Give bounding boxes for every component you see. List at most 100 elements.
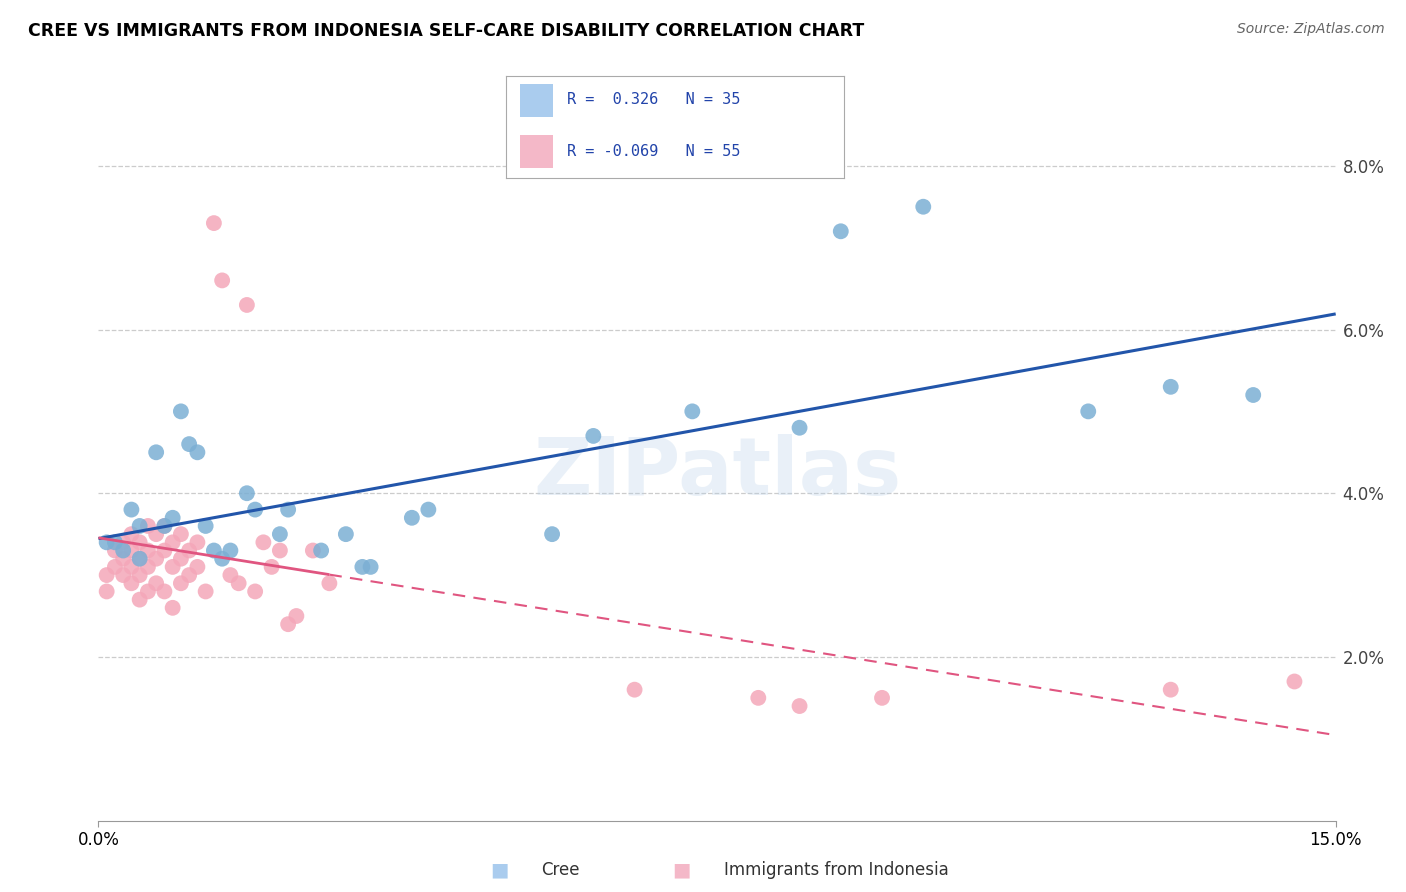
Point (170, 576, 193, 591)
Point (211, 551, 233, 566)
Point (1241, 388, 1264, 402)
Point (162, 510, 184, 524)
Point (153, 543, 176, 558)
Point (681, 404, 703, 418)
Point (243, 502, 266, 516)
Point (145, 576, 167, 591)
Point (96, 584, 118, 599)
Point (179, 437, 201, 451)
Point (136, 519, 159, 533)
Point (145, 527, 167, 541)
Point (202, 543, 225, 558)
Point (128, 535, 150, 549)
Point (136, 543, 159, 558)
Point (236, 486, 259, 500)
Point (128, 592, 150, 607)
Point (128, 551, 150, 566)
Point (623, 682, 645, 697)
Point (170, 527, 193, 541)
Point (145, 551, 167, 566)
Point (96, 568, 118, 582)
Point (830, 224, 852, 238)
Text: R =  0.326   N = 35: R = 0.326 N = 35 (567, 93, 741, 107)
Point (309, 543, 332, 558)
Point (870, 690, 893, 705)
Point (202, 216, 225, 230)
Point (582, 429, 605, 443)
Point (112, 535, 135, 549)
Point (186, 560, 208, 574)
Point (162, 560, 184, 574)
Point (136, 560, 159, 574)
Point (186, 535, 208, 549)
Bar (520, 84, 554, 117)
Point (360, 560, 382, 574)
Point (252, 535, 274, 549)
Point (153, 519, 176, 533)
Point (211, 273, 233, 287)
Point (120, 543, 142, 558)
Point (96, 535, 118, 549)
Bar (520, 136, 554, 168)
Point (352, 560, 374, 574)
Point (153, 519, 176, 533)
Point (269, 527, 291, 541)
Text: R = -0.069   N = 55: R = -0.069 N = 55 (567, 144, 741, 159)
Point (104, 560, 127, 574)
Point (128, 568, 150, 582)
Point (277, 617, 299, 632)
Point (112, 551, 135, 566)
Text: ■: ■ (489, 860, 509, 880)
Point (128, 551, 150, 566)
Point (1077, 404, 1099, 418)
Point (194, 584, 217, 599)
Text: Source: ZipAtlas.com: Source: ZipAtlas.com (1237, 22, 1385, 37)
Point (277, 502, 299, 516)
Point (112, 568, 135, 582)
Point (162, 600, 184, 615)
Point (335, 527, 357, 541)
Text: ■: ■ (672, 860, 692, 880)
Point (912, 200, 935, 214)
Text: Cree: Cree (541, 861, 579, 879)
Point (219, 568, 242, 582)
Point (236, 298, 259, 312)
Point (128, 519, 150, 533)
Point (170, 551, 193, 566)
Point (136, 584, 159, 599)
Point (401, 510, 423, 524)
Point (219, 543, 242, 558)
Point (153, 584, 176, 599)
Point (104, 543, 127, 558)
Point (789, 421, 811, 435)
Point (120, 502, 142, 516)
Point (789, 699, 811, 714)
Point (120, 560, 142, 574)
Point (228, 576, 250, 591)
Point (1284, 674, 1306, 689)
Point (318, 576, 340, 591)
Point (120, 527, 142, 541)
Text: CREE VS IMMIGRANTS FROM INDONESIA SELF-CARE DISABILITY CORRELATION CHART: CREE VS IMMIGRANTS FROM INDONESIA SELF-C… (28, 22, 865, 40)
Point (747, 690, 769, 705)
Point (194, 519, 217, 533)
Point (104, 535, 127, 549)
Point (302, 543, 325, 558)
Point (162, 535, 184, 549)
Point (170, 404, 193, 418)
Point (285, 609, 308, 624)
Point (179, 543, 201, 558)
Point (186, 445, 208, 459)
Point (260, 560, 283, 574)
Point (541, 527, 564, 541)
Point (1160, 682, 1182, 697)
Point (120, 576, 142, 591)
Point (243, 584, 266, 599)
Point (179, 568, 201, 582)
Point (112, 543, 135, 558)
Text: Immigrants from Indonesia: Immigrants from Indonesia (724, 861, 949, 879)
Text: ZIPatlas: ZIPatlas (533, 434, 901, 512)
Point (145, 445, 167, 459)
Point (269, 543, 291, 558)
Point (418, 502, 440, 516)
